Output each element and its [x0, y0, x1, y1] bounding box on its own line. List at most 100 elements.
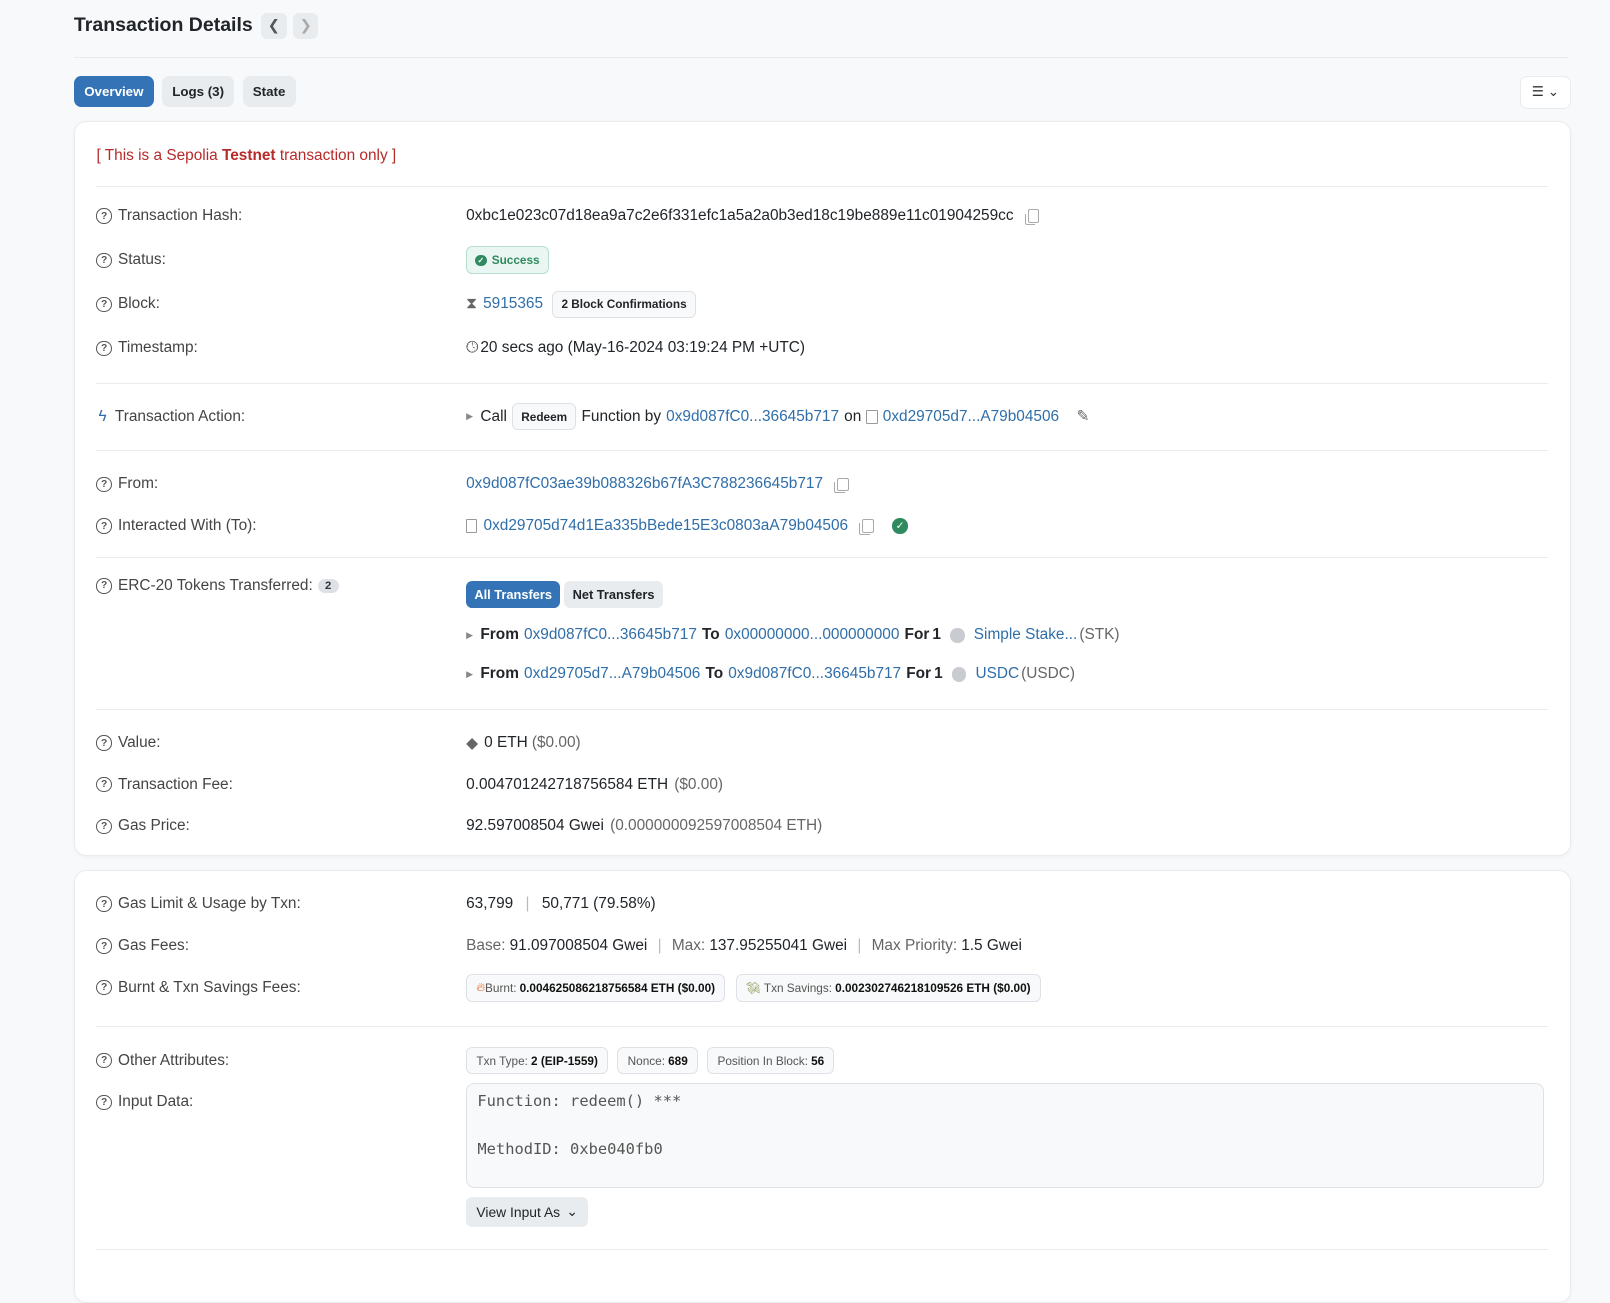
gas-usage: 50,771 (79.58%) [541, 895, 656, 913]
tab-state[interactable]: State [242, 75, 296, 107]
help-icon[interactable]: ? [96, 1052, 112, 1069]
burnt-chip: 🔥︎ Burnt: 0.004625086218756584 ETH ($0.00) [466, 973, 726, 1002]
help-icon[interactable]: ? [96, 938, 112, 954]
view-input-as-button[interactable]: View Input As ⌄ [466, 1197, 589, 1227]
nonce-label: Nonce: [627, 1053, 666, 1068]
block-link[interactable]: 5915365 [483, 295, 544, 313]
transfer-to-link[interactable]: 0x00000000...000000000 [724, 626, 900, 644]
burnt-value: 0.004625086218756584 ETH ($0.00) [519, 980, 716, 995]
max-label: Max: [671, 937, 706, 955]
tab-overview[interactable]: Overview [73, 75, 154, 107]
row-from: ? From: 0x9d087fC03ae39b088326b67fA3C7882… [96, 464, 1548, 505]
tx-hash: 0xbc1e023c07d18ea9a7c2e6f331efc1a5a2a0b3… [466, 207, 1014, 225]
pencil-icon[interactable]: ✎ [1076, 408, 1090, 426]
tab-logs[interactable]: Logs (3) [161, 75, 235, 107]
eth-icon: ◆ [466, 734, 478, 752]
call-text: Call [480, 407, 507, 425]
row-other: ? Other Attributes: Txn Type: 2 (EIP-1559)… [96, 1038, 1548, 1083]
label: ERC-20 Tokens Transferred: [117, 576, 313, 594]
fee-amount: 0.004701242718756584 ETH [466, 775, 669, 793]
label: Transaction Action: [114, 407, 246, 425]
position-label: Position In Block: [717, 1053, 808, 1068]
label: Gas Limit & Usage by Txn: [117, 895, 301, 913]
copy-icon[interactable] [859, 519, 874, 535]
view-options-button[interactable]: ☰ ⌄ [1519, 75, 1571, 109]
row-block: ? Block: ⧗ 5915365 2 Block Confirmations [96, 282, 1548, 326]
gas-price-eth: (0.000000092597008504 ETH) [610, 817, 823, 835]
view-input-as-label: View Input As [476, 1203, 561, 1220]
help-icon[interactable]: ? [96, 208, 112, 224]
label: Input Data: [117, 1093, 194, 1111]
row-gas-price: ? Gas Price: 92.597008504 Gwei (0.00000009… [96, 806, 1548, 847]
base-fee: 91.097008504 Gwei [509, 937, 648, 955]
row-gas-limit: ? Gas Limit & Usage by Txn: 63,799 | 50,771… [96, 883, 1548, 925]
label: Timestamp: [117, 339, 198, 357]
row-hash: ? Transaction Hash: 0xbc1e023c07d18ea9a7c… [96, 194, 1548, 238]
position-chip: Position In Block: 56 [707, 1046, 835, 1075]
copy-icon[interactable] [1024, 209, 1040, 225]
copy-icon[interactable] [834, 477, 849, 494]
row-erc20: ? ERC-20 Tokens Transferred: 2 All Transfe… [96, 558, 1548, 709]
chevron-left-icon[interactable]: ❮ [260, 13, 287, 39]
to-address-link[interactable]: 0xd29705d74d1Ea335bBede15E3c0803aA79b045… [483, 517, 849, 535]
net-transfers-button[interactable]: Net Transfers [564, 580, 663, 608]
help-icon[interactable]: ? [96, 296, 112, 313]
max-fee: 137.95255041 Gwei [709, 937, 848, 955]
help-icon[interactable]: ? [96, 578, 112, 594]
savings-value: 0.002302746218109526 ETH ($0.00) [835, 980, 1031, 995]
confirmations-badge: 2 Block Confirmations [552, 291, 696, 318]
savings-chip: 💸︎ Txn Savings: 0.002302746218109526 ETH (… [735, 973, 1041, 1002]
help-icon[interactable]: ? [96, 777, 112, 793]
status-text: Success [491, 253, 540, 268]
transfer-from-link[interactable]: 0x9d087fC0...36645b717 [524, 626, 697, 644]
help-icon[interactable]: ? [96, 1094, 112, 1111]
help-icon[interactable]: ? [96, 896, 112, 912]
row-action: ϟ Transaction Action: ▶ Call Redeem Function… [96, 384, 1548, 450]
help-icon[interactable]: ? [96, 735, 112, 751]
token-link[interactable]: Simple Stake... [973, 626, 1078, 644]
action-from-link[interactable]: 0x9d087fC0...36645b717 [666, 407, 840, 425]
row-timestamp: ? Timestamp: 🕓︎ 20 secs ago (May-16-2024 0… [96, 326, 1548, 370]
transfer-from-link[interactable]: 0xd29705d7...A79b04506 [524, 665, 701, 683]
clock-icon: 🕓︎ [466, 339, 479, 357]
row-burnt: ? Burnt & Txn Savings Fees: 🔥︎ Burnt: 0.004… [96, 967, 1548, 1008]
function-by-text: Function by [581, 407, 662, 425]
from-label: From [480, 665, 519, 683]
chevron-right-icon[interactable]: ❯ [292, 13, 319, 39]
base-label: Base: [466, 937, 506, 955]
transfer-row: ▶ From 0xd29705d7...A79b04506 To 0x9d087fC0.… [466, 655, 1548, 694]
position-value: 56 [811, 1053, 825, 1068]
value-usd: ($0.00) [531, 734, 581, 752]
label: Interacted With (To): [117, 517, 257, 535]
row-input: ? Input Data: Function: redeem() *** Meth… [96, 1083, 1548, 1227]
transfer-row: ▶ From 0x9d087fC0...36645b717 To 0x00000000.… [466, 616, 1548, 655]
help-icon[interactable]: ? [96, 252, 112, 268]
row-to: ? Interacted With (To): 0xd29705d74d1Ea33… [96, 505, 1548, 547]
token-link[interactable]: USDC [975, 665, 1020, 683]
help-icon[interactable]: ? [96, 818, 112, 834]
caret-right-icon[interactable]: ▶ [466, 668, 474, 679]
label: Burnt & Txn Savings Fees: [117, 978, 301, 996]
max-priority-fee: 1.5 Gwei [961, 937, 1022, 955]
input-data-textarea[interactable]: Function: redeem() *** MethodID: 0xbe040… [466, 1083, 1545, 1188]
caret-right-icon[interactable]: ▶ [466, 411, 474, 422]
help-icon[interactable]: ? [96, 476, 112, 493]
all-transfers-button[interactable]: All Transfers [466, 580, 561, 608]
label: Transaction Hash: [117, 207, 243, 225]
help-icon[interactable]: ? [96, 980, 112, 996]
action-contract-link[interactable]: 0xd29705d7...A79b04506 [882, 407, 1060, 425]
nonce-value: 689 [668, 1053, 688, 1068]
list-check-icon: ☰ [1531, 84, 1544, 100]
help-icon[interactable]: ? [96, 518, 112, 534]
page-header: Transaction Details ❮ ❯ [73, 10, 1569, 59]
from-address-link[interactable]: 0x9d087fC03ae39b088326b67fA3C788236645b7… [466, 475, 824, 493]
help-icon[interactable]: ? [96, 340, 112, 357]
value-amount: 0 ETH [484, 734, 528, 752]
label: Status: [117, 251, 166, 269]
token-icon [950, 628, 965, 643]
label: Gas Price: [117, 817, 190, 835]
transfer-to-link[interactable]: 0x9d087fC0...36645b717 [728, 665, 902, 683]
caret-right-icon[interactable]: ▶ [466, 629, 474, 640]
txn-type-chip: Txn Type: 2 (EIP-1559) [466, 1046, 609, 1075]
burnt-label: Burnt: [485, 980, 517, 995]
